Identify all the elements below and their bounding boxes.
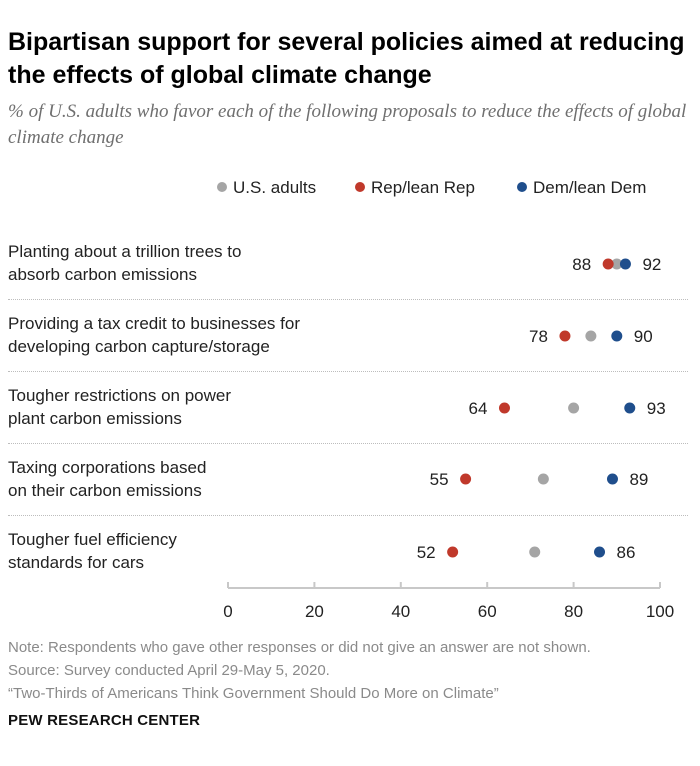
row-label-line: standards for cars (8, 553, 145, 572)
row-label: Tougher restrictions on power plant carbo… (8, 384, 368, 430)
notes: Note: Respondents who gave other respons… (8, 636, 688, 705)
legend-label-dem: Dem/lean Dem (533, 178, 647, 197)
row-label: Providing a tax credit to businesses for… (8, 312, 368, 358)
row-separator (8, 443, 688, 444)
data-point (611, 258, 623, 270)
x-tick-label: 60 (478, 602, 497, 621)
source-text: Source: Survey conducted April 29-May 5,… (8, 662, 330, 679)
row-label-line: developing carbon capture/storage (8, 337, 270, 356)
data-label: 52 (417, 543, 436, 562)
row-label-line: absorb carbon emissions (8, 265, 197, 284)
x-tick-label: 40 (391, 602, 410, 621)
row-label: Taxing corporations based on their carbon… (8, 456, 368, 502)
legend-label-rep: Rep/lean Rep (371, 178, 475, 197)
row-separator (8, 371, 688, 372)
data-point (606, 473, 618, 485)
x-tick-label: 0 (223, 602, 232, 621)
data-label: 55 (430, 470, 449, 489)
data-label: 89 (629, 470, 648, 489)
note-text: Note: Respondents who gave other respons… (8, 639, 591, 656)
x-tick-label: 20 (305, 602, 324, 621)
data-point (460, 473, 472, 485)
x-tick-label: 80 (564, 602, 583, 621)
legend-item-us-adults: U.S. adults (217, 177, 316, 199)
data-point (498, 402, 510, 414)
data-point (585, 330, 597, 342)
data-point (611, 330, 623, 342)
data-label: 93 (647, 399, 666, 418)
data-label: 92 (642, 255, 661, 274)
data-point (619, 258, 631, 270)
data-label: 88 (572, 255, 591, 274)
data-point (529, 546, 541, 558)
data-label: 86 (617, 543, 636, 562)
row-label-line: Taxing corporations based (8, 458, 207, 477)
chart-subtitle: % of U.S. adults who favor each of the f… (8, 101, 687, 148)
data-point (568, 402, 580, 414)
legend-item-rep: Rep/lean Rep (355, 177, 475, 199)
data-point (537, 473, 549, 485)
data-point (624, 402, 636, 414)
data-point (559, 330, 571, 342)
row-label-line: Tougher restrictions on power (8, 386, 232, 405)
data-point (602, 258, 614, 270)
row-label-line: on their carbon emissions (8, 481, 202, 500)
brand-logo-text: PEW RESEARCH CENTER (8, 712, 201, 729)
data-point (447, 546, 459, 558)
row-separator (8, 299, 688, 300)
data-point (594, 546, 606, 558)
legend-dot-us-adults (217, 182, 227, 192)
x-tick-label: 100 (646, 602, 674, 621)
row-separator (8, 515, 688, 516)
chart-title: Bipartisan support for several policies … (8, 28, 685, 89)
row-label-line: Providing a tax credit to businesses for (8, 314, 300, 333)
data-label: 90 (634, 327, 653, 346)
data-label: 78 (529, 327, 548, 346)
legend-dot-rep (355, 182, 365, 192)
data-label: 64 (469, 399, 488, 418)
row-label: Planting about a trillion trees to absorb… (8, 240, 368, 286)
legend-item-dem: Dem/lean Dem (517, 177, 646, 199)
report-title-text: “Two-Thirds of Americans Think Governmen… (8, 685, 499, 702)
legend-dot-dem (517, 182, 527, 192)
row-label-line: Planting about a trillion trees to (8, 242, 242, 261)
legend-label-us-adults: U.S. adults (233, 178, 317, 197)
row-label: Tougher fuel efficiency standards for car… (8, 528, 368, 574)
dot-plot: 0 20 40 60 80 100 88 92 78 90 64 93 55 89 52 86 (223, 255, 674, 621)
row-label-line: Tougher fuel efficiency (8, 530, 177, 549)
row-label-line: plant carbon emissions (8, 409, 182, 428)
